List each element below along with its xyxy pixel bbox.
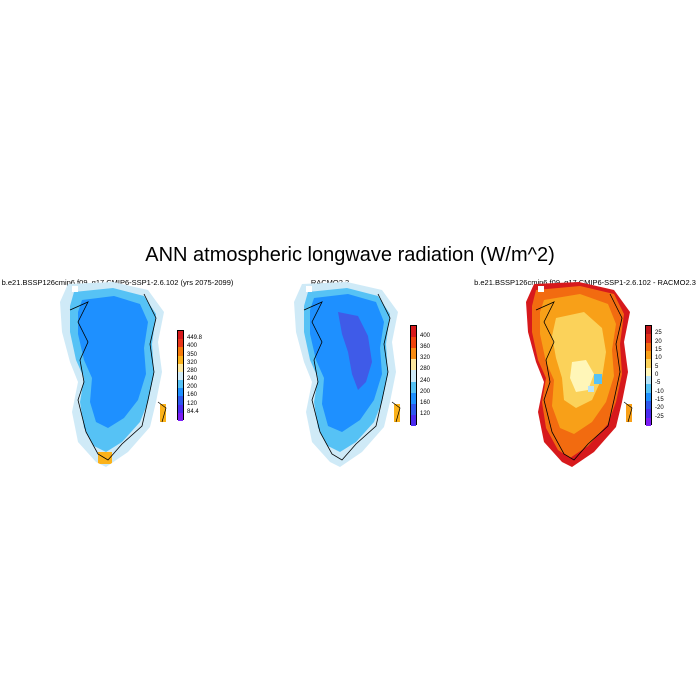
colorbar-segment xyxy=(646,384,651,393)
colorbar-label: 320 xyxy=(187,359,198,366)
colorbar-label: 84.4 xyxy=(187,408,199,415)
panel-title-racmo: RACMO2.3 xyxy=(310,278,350,287)
colorbar-segment xyxy=(178,388,183,397)
colorbar-segment xyxy=(411,337,416,349)
colorbar-segment xyxy=(411,326,416,338)
colorbar-label: -15 xyxy=(655,397,664,403)
colorbar-segment xyxy=(646,367,651,376)
colorbar-label: 400 xyxy=(187,343,198,350)
colorbar-segment xyxy=(646,350,651,360)
colorbar-segment xyxy=(646,417,651,426)
colorbar-label: 0 xyxy=(655,372,659,378)
colorbar-label: 200 xyxy=(420,388,431,395)
colorbar-segment xyxy=(178,380,183,389)
panel-difference: b.e21.BSSP126cmip6.f09_g17.CMIP6-SSP1-2.… xyxy=(470,278,700,478)
panel-racmo: RACMO2.3 xyxy=(230,278,430,478)
colorbar-segment xyxy=(646,334,651,343)
colorbar-segment xyxy=(178,404,183,413)
colorbar-label: 240 xyxy=(420,377,431,384)
colorbar-label: -20 xyxy=(655,405,664,412)
colorbar-segment xyxy=(178,347,183,356)
colorbar-label: -10 xyxy=(655,388,664,395)
colorbar-label: 5 xyxy=(655,363,659,370)
figure-title: ANN atmospheric longwave radiation (W/m^… xyxy=(145,244,555,266)
colorbar-label: 15 xyxy=(655,347,662,353)
colorbar-segment xyxy=(646,375,651,385)
colorbar-label: 449.8 xyxy=(187,335,203,342)
colorbar-segment xyxy=(646,400,651,410)
colorbar-label: 160 xyxy=(420,399,431,406)
colorbar-label: 10 xyxy=(655,355,662,362)
colorbar-label: 240 xyxy=(187,376,198,383)
greenland-map-model xyxy=(60,282,167,467)
colorbar-label: 200 xyxy=(187,384,198,391)
colorbar-label: -5 xyxy=(655,380,661,387)
colorbar-label: 20 xyxy=(655,338,662,345)
colorbar-label: 120 xyxy=(187,400,198,407)
colorbar-difference: 25 20 15 10 5 0 -5 -10 -15 -20 -25 xyxy=(645,325,695,426)
colorbar-segment xyxy=(178,331,183,340)
panel-title-difference: b.e21.BSSP126cmip6.f09_g17.CMIP6-SSP1-2.… xyxy=(474,278,696,287)
panel-title-model: b.e21.BSSP126cmip6.f09_g17.CMIP6-SSP1-2.… xyxy=(1,278,234,287)
colorbar-label: 350 xyxy=(187,351,198,358)
colorbar-segment xyxy=(411,370,416,382)
colorbar-segment xyxy=(646,359,651,368)
colorbar-segment xyxy=(411,348,416,360)
colorbar-model: 449.8 400 350 320 280 240 200 160 120 84.4 xyxy=(177,330,227,421)
colorbar-segment xyxy=(178,412,183,421)
colorbar-segment xyxy=(178,396,183,405)
colorbar-label: 25 xyxy=(655,330,662,337)
colorbar-segment xyxy=(646,409,651,418)
panel-model: b.e21.BSSP126cmip6.f09_g17.CMIP6-SSP1-2.… xyxy=(0,278,235,478)
colorbar-label: 400 xyxy=(420,333,431,340)
colorbar-segment xyxy=(178,355,183,364)
colorbar-segment xyxy=(646,392,651,401)
colorbar-segment xyxy=(646,326,651,335)
colorbar-racmo: 400 360 320 280 240 200 160 120 xyxy=(410,325,460,426)
colorbar-label: -25 xyxy=(655,413,664,420)
colorbar-label: 320 xyxy=(420,355,431,362)
colorbar-segment xyxy=(178,371,183,381)
colorbar-label: 280 xyxy=(187,367,198,374)
colorbar-segment xyxy=(178,363,183,372)
colorbar-segment xyxy=(411,359,416,371)
colorbar-segment xyxy=(411,381,416,393)
colorbar-segment xyxy=(178,339,183,348)
colorbar-label: 360 xyxy=(420,344,431,351)
colorbar-label: 120 xyxy=(420,410,431,417)
greenland-map-difference xyxy=(526,282,633,467)
colorbar-label: 160 xyxy=(187,392,198,399)
colorbar-label: 280 xyxy=(420,366,431,373)
colorbar-segment xyxy=(411,414,416,426)
greenland-map-racmo xyxy=(294,282,401,467)
colorbar-segment xyxy=(411,392,416,404)
colorbar-segment xyxy=(646,342,651,351)
colorbar-segment xyxy=(411,403,416,415)
